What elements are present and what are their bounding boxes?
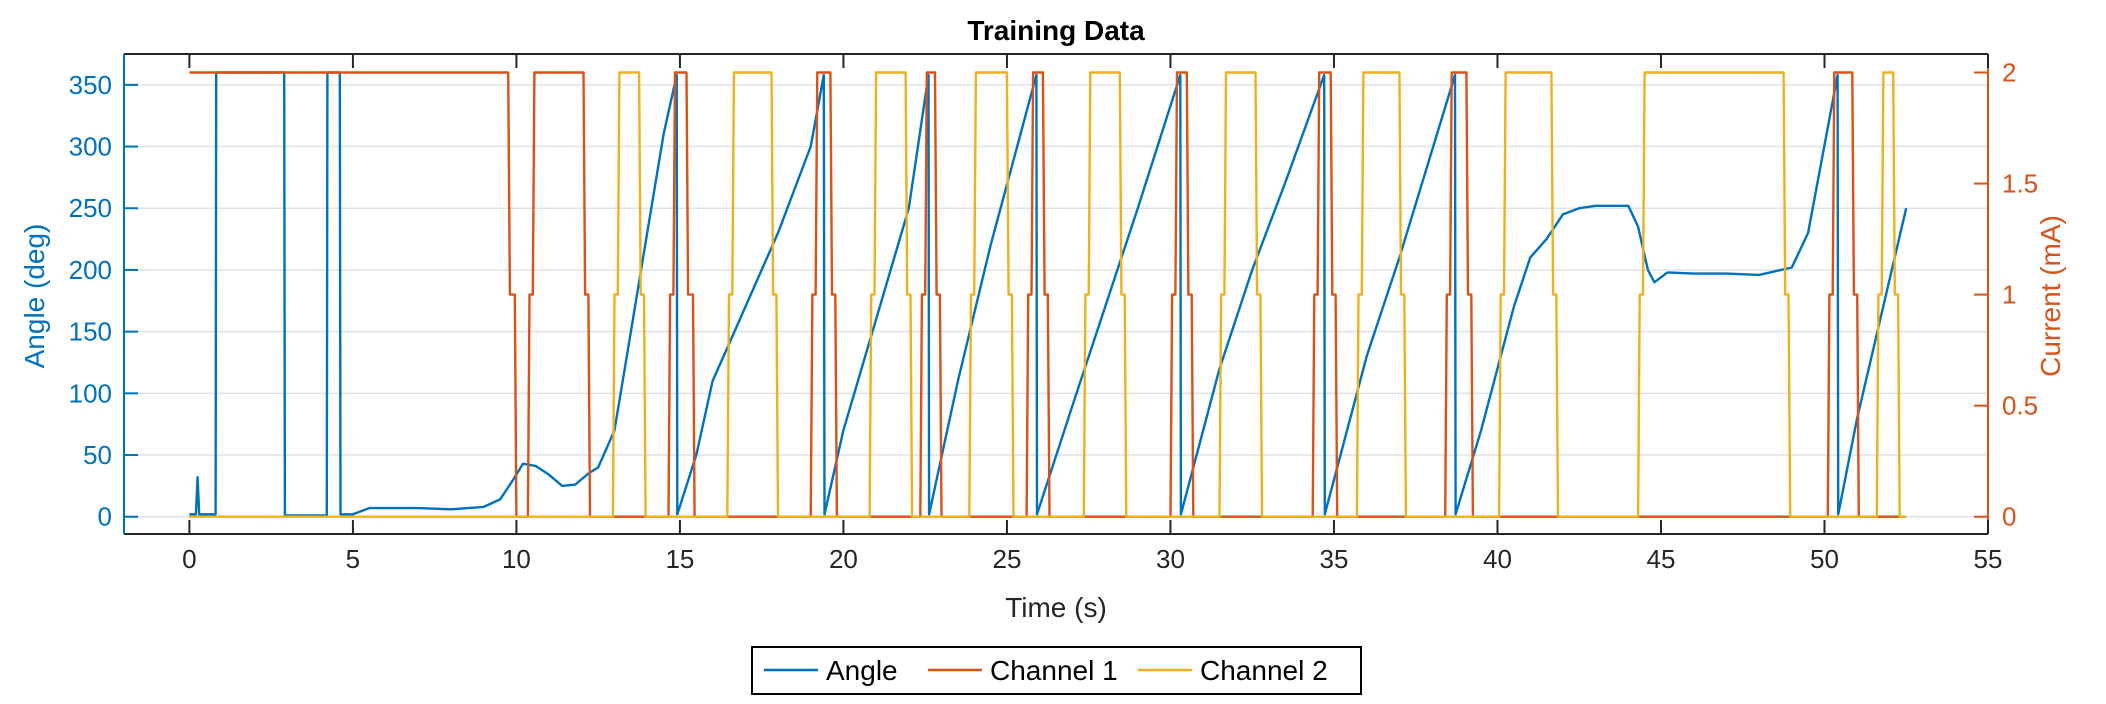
right-y-axis-ticks: 0 0.5 1 1.5 2 (1974, 58, 2038, 532)
x-tick-label-4: 20 (829, 544, 858, 574)
right-tick-label-0: 0 (2002, 502, 2016, 532)
x-tick-label-7: 35 (1320, 544, 1349, 574)
left-tick-label-2: 100 (69, 378, 112, 408)
x-axis-label: Time (s) (1005, 592, 1107, 623)
x-tick-label-9: 45 (1647, 544, 1676, 574)
series-line-channel2 (189, 71, 1907, 518)
left-tick-label-7: 350 (69, 70, 112, 100)
legend-box (751, 646, 1362, 695)
series-line-angle (189, 71, 1908, 517)
x-axis-ticks: 0 5 10 15 20 25 30 35 40 45 50 55 (182, 54, 2002, 574)
x-tick-label-6: 30 (1156, 544, 1185, 574)
x-tick-label-3: 15 (665, 544, 694, 574)
left-tick-label-4: 200 (69, 255, 112, 285)
left-tick-label-3: 150 (69, 317, 112, 347)
legend: Angle Channel 1 Channel 2 (751, 646, 1362, 695)
right-y-axis-label: Current (mA) (2035, 215, 2066, 377)
legend-label-channel1: Channel 1 (990, 655, 1118, 686)
left-y-axis-label: Angle (deg) (19, 224, 50, 369)
left-tick-label-6: 300 (69, 132, 112, 162)
right-tick-label-3: 1.5 (2002, 169, 2038, 199)
x-tick-label-1: 5 (346, 544, 360, 574)
right-tick-label-1: 0.5 (2002, 391, 2038, 421)
chart-title: Training Data (967, 15, 1145, 46)
x-tick-label-11: 55 (1974, 544, 2003, 574)
left-tick-label-5: 250 (69, 193, 112, 223)
series-line-channel1 (189, 71, 1907, 518)
x-tick-label-2: 10 (502, 544, 531, 574)
left-tick-label-0: 0 (98, 502, 112, 532)
left-tick-label-1: 50 (83, 440, 112, 470)
gridlines (124, 84, 1988, 518)
left-y-axis-ticks: 0 50 100 150 200 250 300 350 (69, 70, 138, 532)
x-tick-label-10: 50 (1810, 544, 1839, 574)
x-tick-label-0: 0 (182, 544, 196, 574)
legend-label-channel2: Channel 2 (1200, 655, 1328, 686)
x-tick-label-8: 40 (1483, 544, 1512, 574)
series-lines (189, 71, 1908, 518)
legend-label-angle: Angle (826, 655, 898, 686)
right-tick-label-2: 1 (2002, 280, 2016, 310)
axes (123, 53, 1989, 535)
right-tick-label-4: 2 (2002, 58, 2016, 88)
x-tick-label-5: 25 (992, 544, 1021, 574)
